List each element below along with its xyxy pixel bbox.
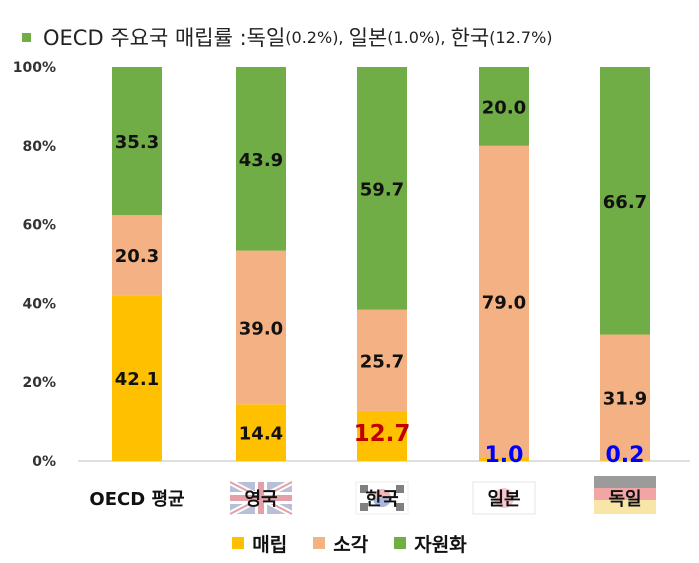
data-label-incineration-1: 39.0 bbox=[239, 318, 283, 339]
y-tick-label-40: 40% bbox=[22, 296, 56, 312]
flags-group bbox=[228, 476, 656, 517]
data-label-recycling-2: 59.7 bbox=[360, 179, 404, 200]
bar-recycling-3 bbox=[479, 67, 529, 146]
bar-landfill-4 bbox=[600, 460, 650, 461]
legend: 매립 소각 자원화 bbox=[0, 530, 699, 556]
bar-recycling-1 bbox=[236, 67, 286, 251]
x-tick-label-0: OECD 평균 bbox=[89, 489, 184, 510]
title-germany-name: 독일 bbox=[246, 26, 286, 50]
bar-incineration-4 bbox=[600, 334, 650, 461]
title-korea-pct: (12.7%) bbox=[489, 27, 553, 47]
bar-incineration-3 bbox=[479, 145, 529, 458]
data-label-landfill-0: 42.1 bbox=[115, 369, 159, 390]
x-axis-labels: OECD 평균 영국 한국 일본 독일 bbox=[89, 489, 641, 510]
title-bullet bbox=[22, 32, 31, 42]
korea-flag-trigram-0 bbox=[360, 485, 368, 493]
y-tick-label-20: 20% bbox=[22, 375, 56, 391]
data-labels-group: 42.1 14.4 12.7 1.0 0.2 20.3 39.0 25.7 79.0 31.9 35… bbox=[115, 97, 647, 468]
x-tick-label-1: 영국 bbox=[244, 489, 277, 510]
korea-flag-trigram-1 bbox=[396, 485, 404, 493]
bar-incineration-2 bbox=[357, 309, 407, 411]
legend-item-recycling: 자원화 bbox=[394, 530, 467, 557]
data-label-incineration-0: 20.3 bbox=[115, 246, 159, 267]
title-main: OECD 주요국 매립률 : bbox=[43, 26, 247, 50]
legend-swatch-landfill bbox=[232, 537, 245, 549]
data-label-incineration-3: 79.0 bbox=[482, 292, 526, 313]
bars-group bbox=[112, 67, 650, 461]
title-germany-pct: (0.2%), bbox=[285, 27, 344, 47]
data-label-recycling-0: 35.3 bbox=[115, 132, 159, 153]
y-tick-label-60: 60% bbox=[22, 218, 56, 234]
y-axis: 0% 20% 40% 60% 80% 100% bbox=[13, 60, 690, 470]
korea-flag-icon bbox=[355, 481, 409, 515]
bar-incineration-1 bbox=[236, 250, 286, 405]
data-label-recycling-1: 43.9 bbox=[239, 150, 283, 171]
data-label-landfill-3: 1.0 bbox=[485, 443, 524, 468]
y-tick-label-80: 80% bbox=[22, 139, 56, 155]
data-label-recycling-4: 66.7 bbox=[603, 192, 647, 213]
data-label-landfill-1: 14.4 bbox=[239, 424, 283, 445]
bar-landfill-0 bbox=[112, 295, 162, 461]
korea-flag-taegeuk-blue bbox=[373, 498, 391, 507]
legend-label-landfill: 매립 bbox=[252, 533, 288, 556]
legend-label-recycling: 자원화 bbox=[414, 533, 467, 556]
bar-landfill-2 bbox=[357, 410, 407, 461]
x-tick-label-4: 독일 bbox=[608, 489, 641, 510]
y-tick-label-100: 100% bbox=[13, 60, 56, 76]
japan-flag-icon bbox=[472, 481, 536, 515]
chart-title: OECD 주요국 매립률 : 독일 (0.2%), 일본 (1.0%), 한국 (12… bbox=[22, 22, 553, 52]
germany-flag-stripe-black bbox=[594, 476, 656, 488]
data-label-landfill-4: 0.2 bbox=[606, 443, 645, 468]
korea-flag-trigram-2 bbox=[360, 503, 368, 511]
legend-swatch-incineration bbox=[313, 537, 326, 549]
japan-flag-disc bbox=[494, 488, 514, 508]
legend-swatch-recycling bbox=[394, 537, 407, 549]
germany-flag-stripe-red bbox=[594, 488, 656, 500]
bar-recycling-4 bbox=[600, 67, 650, 335]
legend-label-incineration: 소각 bbox=[333, 533, 369, 556]
bar-recycling-0 bbox=[112, 67, 162, 216]
title-japan-name: 일본 bbox=[348, 26, 388, 50]
data-label-incineration-4: 31.9 bbox=[603, 388, 647, 409]
germany-flag-icon bbox=[594, 476, 656, 514]
germany-flag-stripe-gold bbox=[594, 500, 656, 514]
bar-landfill-3 bbox=[479, 457, 529, 461]
legend-item-incineration: 소각 bbox=[313, 530, 368, 557]
x-tick-label-3: 일본 bbox=[487, 489, 520, 510]
uk-flag-icon bbox=[228, 479, 294, 517]
uk-flag-cross-red-h bbox=[230, 495, 292, 501]
bar-landfill-1 bbox=[236, 404, 286, 461]
japan-flag-field bbox=[472, 481, 536, 515]
y-tick-label-0: 0% bbox=[32, 454, 56, 470]
title-korea-name: 한국 bbox=[450, 26, 490, 50]
legend-item-landfill: 매립 bbox=[232, 530, 287, 557]
bar-incineration-0 bbox=[112, 215, 162, 296]
data-label-incineration-2: 25.7 bbox=[360, 351, 404, 372]
title-japan-pct: (1.0%), bbox=[387, 27, 446, 47]
bar-recycling-2 bbox=[357, 67, 407, 310]
x-tick-label-2: 한국 bbox=[365, 489, 398, 510]
data-label-landfill-2: 12.7 bbox=[354, 421, 411, 447]
korea-flag-trigram-3 bbox=[396, 503, 404, 511]
data-label-recycling-3: 20.0 bbox=[482, 97, 526, 118]
